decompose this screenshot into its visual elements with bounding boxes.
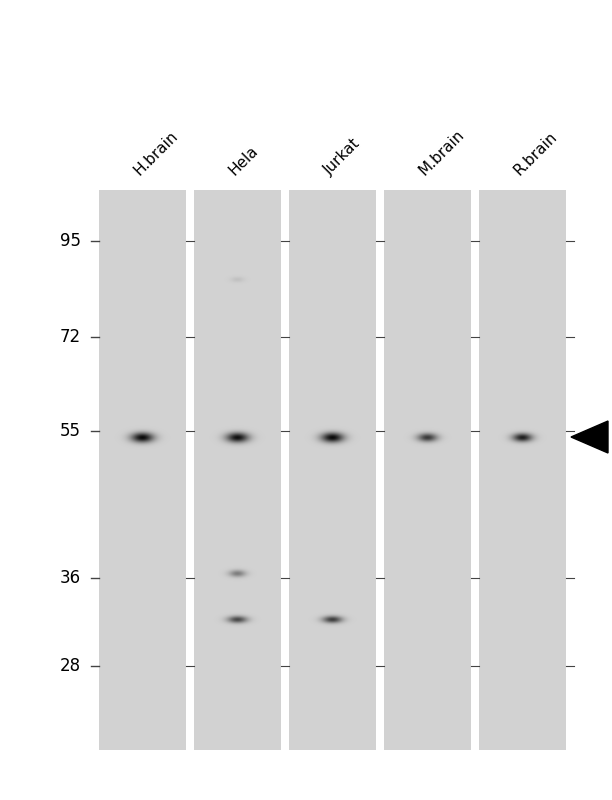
- Text: 36: 36: [60, 569, 81, 587]
- Text: M.brain: M.brain: [416, 127, 468, 178]
- Polygon shape: [571, 421, 608, 453]
- Text: H.brain: H.brain: [132, 128, 181, 178]
- Text: 95: 95: [60, 232, 81, 250]
- Text: Hela: Hela: [226, 143, 261, 178]
- Text: Jurkat: Jurkat: [321, 136, 364, 178]
- Text: 28: 28: [60, 657, 81, 675]
- Text: R.brain: R.brain: [512, 129, 561, 178]
- Text: 72: 72: [60, 328, 81, 346]
- Text: 55: 55: [60, 422, 81, 440]
